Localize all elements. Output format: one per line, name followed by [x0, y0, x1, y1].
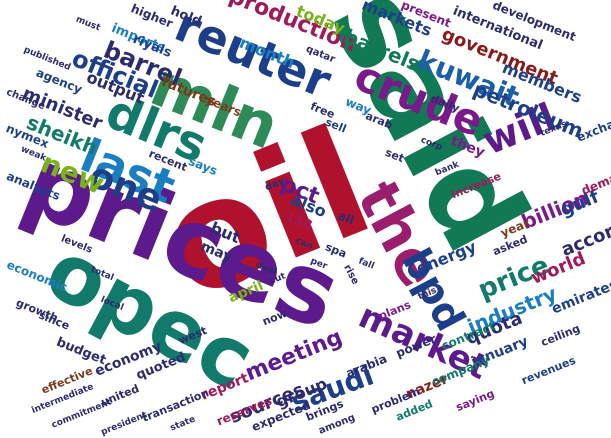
word-president: president	[99, 410, 149, 438]
word-accord: accord	[558, 216, 611, 261]
word-must: must	[74, 14, 102, 34]
word-revenues: revenues	[519, 353, 578, 388]
word-state: state	[168, 414, 197, 434]
word-higher: higher	[128, 1, 175, 31]
word-demand: demand	[579, 164, 611, 198]
word-transaction: transaction	[140, 386, 211, 425]
word-emirates: emirates	[549, 276, 611, 318]
word-saying: saying	[454, 386, 497, 415]
word-ceiling: ceiling	[539, 321, 582, 350]
